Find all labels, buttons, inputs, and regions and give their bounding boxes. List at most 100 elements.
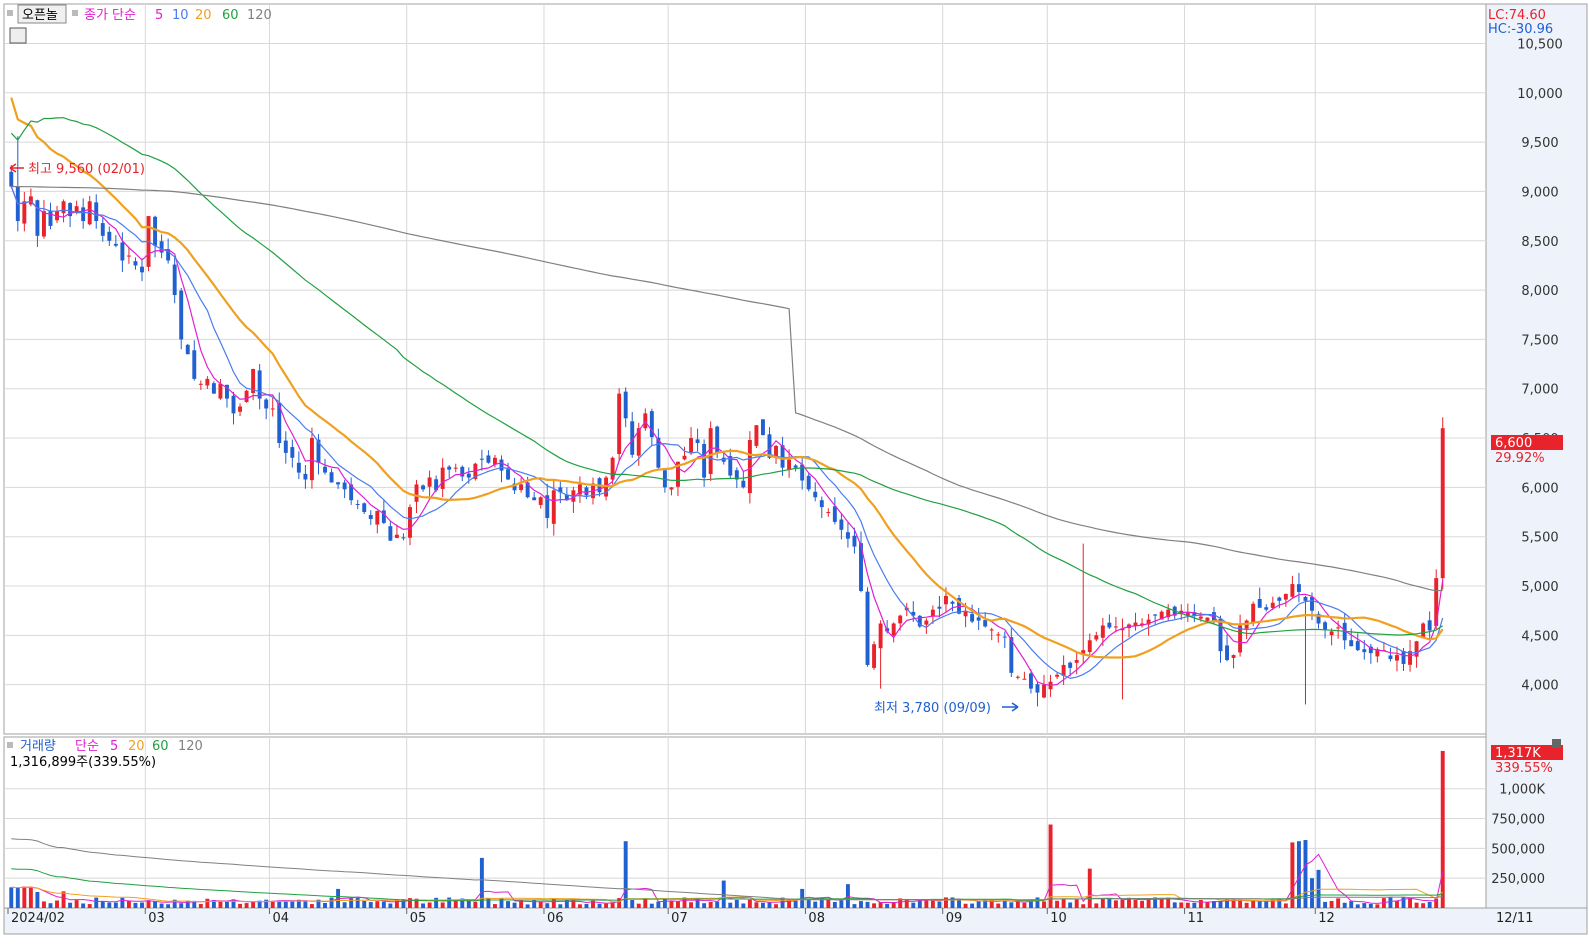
- candle-body[interactable]: [336, 482, 341, 485]
- volume-bar[interactable]: [113, 902, 118, 908]
- candle-body[interactable]: [1068, 662, 1073, 668]
- candle-body[interactable]: [859, 543, 863, 591]
- candle-body[interactable]: [1185, 612, 1190, 617]
- volume-bar[interactable]: [1133, 899, 1138, 908]
- volume-bar[interactable]: [1107, 898, 1112, 908]
- candle-body[interactable]: [192, 350, 197, 379]
- volume-bar[interactable]: [368, 902, 373, 908]
- volume-bar[interactable]: [1100, 898, 1105, 908]
- candle-body[interactable]: [41, 211, 46, 237]
- candle-body[interactable]: [996, 634, 1001, 636]
- volume-bar[interactable]: [832, 901, 837, 908]
- volume-bar[interactable]: [1140, 900, 1145, 908]
- volume-bar[interactable]: [414, 898, 419, 908]
- candle-body[interactable]: [1218, 618, 1223, 652]
- volume-bar[interactable]: [904, 899, 909, 908]
- candle-body[interactable]: [917, 615, 922, 627]
- candle-body[interactable]: [1100, 625, 1105, 638]
- volume-bar[interactable]: [950, 897, 955, 908]
- volume-bar[interactable]: [1179, 902, 1184, 908]
- volume-bar[interactable]: [1113, 900, 1118, 908]
- volume-bar[interactable]: [211, 899, 216, 908]
- volume-bar[interactable]: [1401, 897, 1406, 908]
- volume-bar[interactable]: [1225, 899, 1229, 908]
- candle-body[interactable]: [669, 487, 674, 490]
- volume-bar[interactable]: [1238, 900, 1243, 908]
- candle-body[interactable]: [1368, 646, 1373, 654]
- volume-bar[interactable]: [231, 899, 236, 908]
- volume-bar[interactable]: [1042, 901, 1046, 908]
- candle-body[interactable]: [1388, 655, 1393, 660]
- candle-body[interactable]: [1323, 622, 1328, 630]
- candle-body[interactable]: [74, 206, 79, 212]
- volume-bar[interactable]: [545, 903, 550, 908]
- candle-body[interactable]: [519, 484, 524, 491]
- volume-bar[interactable]: [676, 901, 680, 908]
- volume-bar[interactable]: [1009, 902, 1014, 908]
- candle-body[interactable]: [381, 510, 386, 523]
- volume-bar[interactable]: [787, 899, 792, 908]
- candle-body[interactable]: [460, 466, 465, 477]
- volume-bar[interactable]: [1323, 901, 1328, 908]
- candle-body[interactable]: [1028, 673, 1033, 689]
- close-icon[interactable]: [1552, 739, 1561, 748]
- volume-bar[interactable]: [486, 898, 491, 908]
- candle-body[interactable]: [512, 483, 517, 491]
- volume-bar[interactable]: [1035, 897, 1040, 908]
- candle-body[interactable]: [81, 207, 86, 222]
- candle-body[interactable]: [388, 526, 393, 541]
- candle-body[interactable]: [303, 473, 308, 480]
- candle-body[interactable]: [558, 487, 563, 493]
- candle-body[interactable]: [238, 406, 243, 412]
- volume-bar[interactable]: [329, 897, 334, 908]
- volume-bar[interactable]: [963, 903, 968, 908]
- candle-body[interactable]: [231, 395, 236, 414]
- volume-bar[interactable]: [669, 901, 674, 908]
- volume-bar[interactable]: [865, 901, 870, 908]
- candle-body[interactable]: [806, 475, 811, 490]
- candle-body[interactable]: [1015, 676, 1020, 678]
- volume-bar[interactable]: [257, 900, 262, 908]
- candle-body[interactable]: [545, 495, 550, 518]
- volume-bar[interactable]: [244, 903, 249, 908]
- candle-body[interactable]: [1257, 598, 1262, 608]
- candle-body[interactable]: [1395, 655, 1399, 661]
- candle-body[interactable]: [944, 595, 948, 605]
- volume-bar[interactable]: [1368, 903, 1373, 908]
- volume-bar[interactable]: [421, 903, 426, 908]
- volume-bar[interactable]: [1349, 901, 1354, 908]
- candle-body[interactable]: [774, 445, 778, 459]
- candle-body[interactable]: [538, 497, 543, 505]
- volume-bar[interactable]: [1068, 902, 1073, 908]
- volume-bar[interactable]: [1408, 898, 1413, 908]
- candle-body[interactable]: [865, 591, 870, 665]
- volume-bar[interactable]: [1153, 897, 1158, 908]
- volume-bar[interactable]: [296, 899, 301, 908]
- candle-body[interactable]: [290, 447, 295, 458]
- candle-body[interactable]: [708, 428, 713, 475]
- volume-bar[interactable]: [1120, 899, 1125, 908]
- candle-body[interactable]: [225, 384, 229, 399]
- candle-body[interactable]: [277, 402, 282, 443]
- volume-bar[interactable]: [591, 900, 595, 908]
- volume-bar[interactable]: [1198, 899, 1203, 908]
- candle-body[interactable]: [813, 491, 818, 498]
- volume-bar[interactable]: [166, 904, 171, 908]
- candle-body[interactable]: [963, 610, 968, 617]
- candle-body[interactable]: [532, 497, 537, 501]
- volume-bar[interactable]: [1336, 898, 1341, 908]
- candle-body[interactable]: [793, 465, 798, 468]
- candle-body[interactable]: [1231, 655, 1236, 658]
- candle-body[interactable]: [1081, 650, 1086, 655]
- volume-bar[interactable]: [996, 903, 1001, 908]
- candle-body[interactable]: [401, 537, 406, 539]
- candle-body[interactable]: [1094, 635, 1099, 640]
- volume-bar[interactable]: [1251, 900, 1256, 908]
- volume-bar[interactable]: [1375, 904, 1380, 908]
- volume-bar[interactable]: [689, 902, 694, 908]
- volume-bar[interactable]: [558, 904, 563, 908]
- candle-body[interactable]: [198, 383, 203, 385]
- candle-body[interactable]: [362, 503, 367, 513]
- candle-body[interactable]: [133, 261, 138, 266]
- volume-bar[interactable]: [924, 899, 929, 908]
